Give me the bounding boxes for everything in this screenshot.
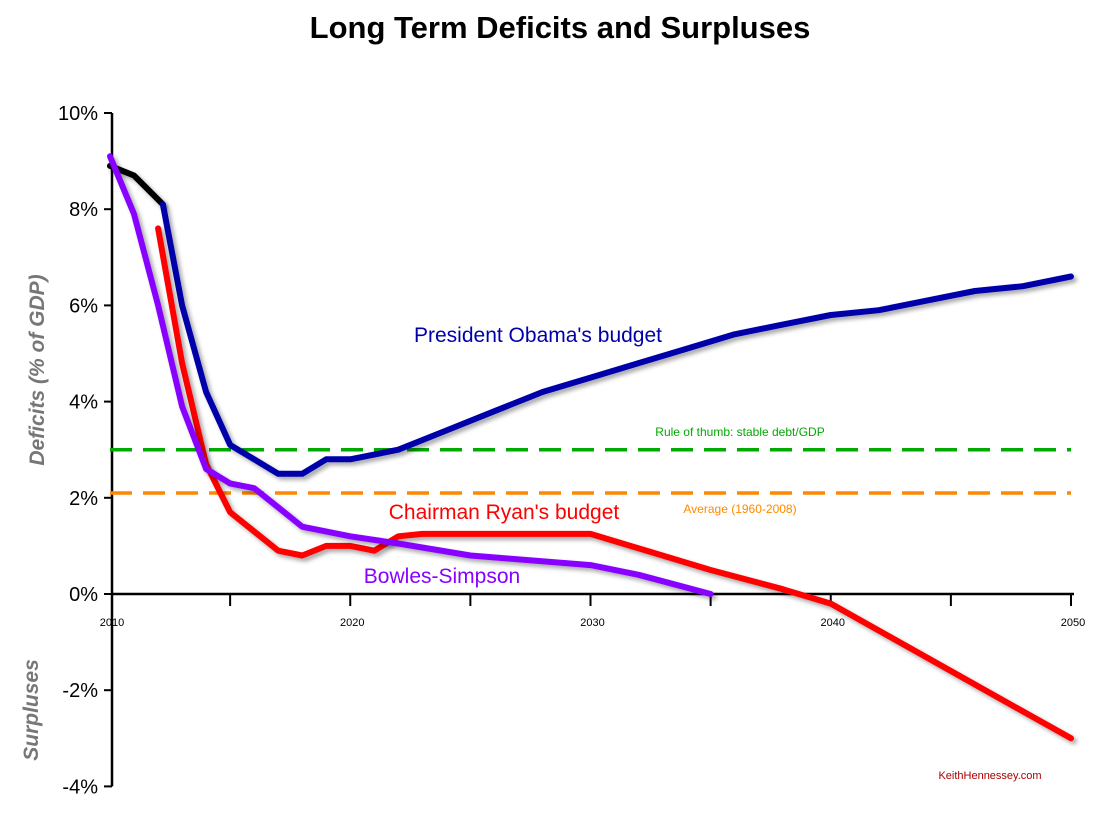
chart-title: Long Term Deficits and Surpluses: [309, 10, 811, 45]
y-axis-label-deficits: Deficits (% of GDP): [26, 274, 49, 465]
series-label-obama: President Obama's budget: [414, 324, 662, 347]
y-tick-label: -4%: [62, 776, 98, 798]
x-tick-label: 2050: [1061, 617, 1085, 629]
ryan-budget-line: [155, 225, 1074, 742]
y-tick-label: 2%: [69, 488, 98, 510]
y-tick-label: 4%: [69, 392, 98, 414]
bowles-simpson-line: [107, 153, 714, 597]
reference-lines: [110, 447, 1071, 495]
reference-label-rule-of-thumb: Rule of thumb: stable debt/GDP: [655, 425, 824, 439]
x-tick-label: 2010: [100, 617, 124, 629]
reference-label-average: Average (1960-2008): [683, 502, 796, 516]
x-tick-label: 2030: [580, 617, 604, 629]
y-tick-label: 8%: [69, 199, 98, 221]
y-tick-label: 0%: [69, 584, 98, 606]
series-lines: [107, 153, 1074, 742]
y-tick-label: 10%: [58, 103, 98, 125]
series-label-bowles-simpson: Bowles-Simpson: [364, 565, 520, 588]
y-tick-label: -2%: [62, 680, 98, 702]
x-tick-label: 2020: [340, 617, 364, 629]
y-axis-label-surpluses: Surpluses: [20, 659, 43, 761]
source-label: KeithHennessey.com: [938, 770, 1041, 782]
y-tick-label: 6%: [69, 295, 98, 317]
series-label-ryan: Chairman Ryan's budget: [389, 501, 620, 524]
axes: 10% 8% 6% 4% 2% 0% -2% -4% 2010 2020 2030 2040 2050: [58, 103, 1085, 798]
x-tick-label: 2040: [821, 617, 845, 629]
obama-budget-line: [159, 201, 1074, 477]
